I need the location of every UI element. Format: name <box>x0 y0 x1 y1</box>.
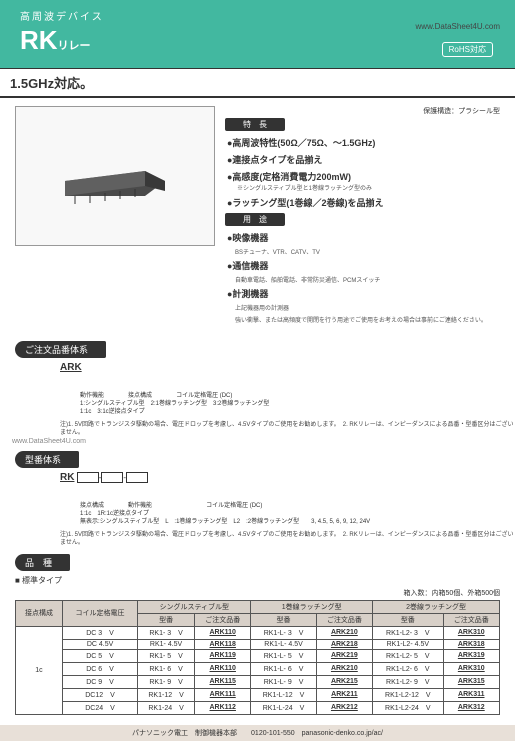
frequency-bar: 1.5GHz対応。 <box>0 68 515 98</box>
header-relay: リレー <box>58 40 91 52</box>
model-note: 注)1. 5V回路でトランジスタ駆動の場合、電圧ドロップを考慮し、4.5Vタイプ… <box>60 532 515 548</box>
spec-column: 保護構造：プラシール型 特 長 ●高周波特性(50Ω／75Ω、～1.5GHz) … <box>225 106 500 327</box>
product-image-box <box>15 106 215 246</box>
app-note: 上記機器用の計測器 <box>235 303 500 312</box>
top-url-text: www.DataSheet4U.com <box>416 22 500 31</box>
order-diagram: ARK 動作機能 接点構成 コイル定格電圧 (DC) 1:シングルスティブル型 … <box>60 362 515 416</box>
th-order: ご注文品番 <box>316 613 372 626</box>
header-subtitle: 高周波デバイス <box>20 8 495 23</box>
spec-item: ●高周波特性(50Ω／75Ω、～1.5GHz) <box>227 136 500 149</box>
warning-note: 強い衝撃、または高頻度で開閉を行う用途でご使用をお考えの場合は事前にご連絡くださ… <box>235 315 500 324</box>
rk-label: RK <box>60 472 74 483</box>
standard-type-label: ■ 標準タイプ <box>15 575 500 586</box>
spec-item: ●連接点タイプを品揃え <box>227 153 500 166</box>
table-wrap: ■ 標準タイプ 箱入数：内箱50個、外箱500個 接点構成 コイル定格電圧 シン… <box>0 575 515 715</box>
table-row: DC 5 VRK1- 5 VARK119RK1-L- 5 VARK219RK1-… <box>16 649 500 662</box>
header-rk: RK <box>20 25 58 55</box>
th-single: シングルスティブル型 <box>138 600 251 613</box>
applications-label: 用 途 <box>225 213 285 226</box>
model-section-pill: 型番体系 <box>15 451 79 468</box>
box-qty-note: 箱入数：内箱50個、外箱500個 <box>15 588 500 598</box>
relay-illustration <box>45 141 185 211</box>
app-note: 自動車電話、船舶電話、非常防災通信、PCMスイッチ <box>235 275 500 284</box>
table-row: DC 6 VRK1- 6 VARK110RK1-L- 6 VARK210RK1-… <box>16 662 500 675</box>
th-model: 型番 <box>251 613 316 626</box>
app-note: BSチューナ、VTR、CATV、TV <box>235 247 500 256</box>
rohs-badge: RoHS対応 <box>442 42 493 57</box>
th-contact: 接点構成 <box>16 600 63 626</box>
ark-label: ARK <box>60 362 82 373</box>
protection-note: 保護構造：プラシール型 <box>225 106 500 116</box>
th-order: ご注文品番 <box>443 613 499 626</box>
footer-bar: パナソニック電工 制御機器本部 0120-101-550 panasonic-d… <box>0 725 515 741</box>
mid-url-text: www.DataSheet4U.com <box>12 438 515 445</box>
product-section-pill: 品 種 <box>15 554 70 571</box>
th-model: 型番 <box>138 613 195 626</box>
order-note: 注)1. 5V回路でトランジスタ駆動の場合、電圧ドロップを考慮し、4.5Vタイプ… <box>60 422 515 438</box>
spec-item: ●高感度(定格消費電力200mW)※シングルスティブル型と1巻線ラッチング型のみ <box>227 170 500 192</box>
product-table: 接点構成 コイル定格電圧 シングルスティブル型 1巻線ラッチング型 2巻線ラッチ… <box>15 600 500 715</box>
th-order: ご注文品番 <box>195 613 251 626</box>
th-latch1: 1巻線ラッチング型 <box>251 600 373 613</box>
content-row: 保護構造：プラシール型 特 長 ●高周波特性(50Ω／75Ω、～1.5GHz) … <box>0 98 515 335</box>
model-diagram: RK - - 接点構成 動作機能 コイル定格電圧 (DC) 1:1c 1R:1c… <box>60 472 515 526</box>
order-section-pill: ご注文品番体系 <box>15 341 106 358</box>
app-item: ●計測機器 <box>227 287 500 300</box>
table-row: DC12 VRK1-12 VARK111RK1-L-12 VARK211RK1-… <box>16 688 500 701</box>
app-item: ●通信機器 <box>227 259 500 272</box>
th-model: 型番 <box>373 613 444 626</box>
th-coil: コイル定格電圧 <box>62 600 137 626</box>
app-item: ●映像機器 <box>227 231 500 244</box>
table-row: DC 9 VRK1- 9 VARK115RK1-L- 9 VARK215RK1-… <box>16 675 500 688</box>
spec-item: ●ラッチング型(1巻線／2巻線)を品揃え <box>227 196 500 209</box>
table-row: 1cDC 3 VRK1- 3 VARK110RK1-L- 3 VARK210RK… <box>16 626 500 639</box>
table-row: DC24 VRK1-24 VARK112RK1-L-24 VARK212RK1-… <box>16 701 500 714</box>
table-row: DC 4.5VRK1- 4.5VARK118RK1-L- 4.5VARK218R… <box>16 639 500 649</box>
header-bar: 高周波デバイス RKリレー RoHS対応 <box>0 0 515 68</box>
th-latch2: 2巻線ラッチング型 <box>373 600 500 613</box>
features-label: 特 長 <box>225 118 285 131</box>
